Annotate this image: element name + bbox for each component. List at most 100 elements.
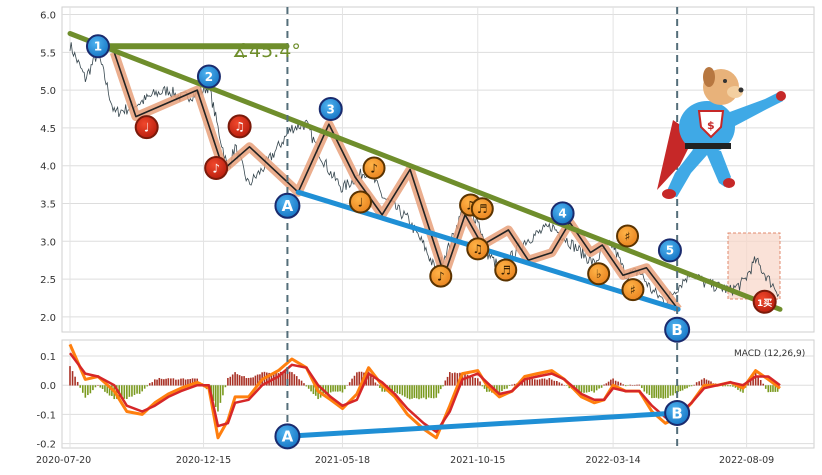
macd-hist-bar (126, 385, 128, 399)
macd-hist-bar (185, 380, 187, 386)
macd-hist-bar (430, 385, 432, 398)
macd-hist-bar (636, 385, 638, 386)
macd-hist-bar (484, 385, 486, 389)
macd-hist-bar (762, 384, 764, 386)
macd-hist-bar (173, 378, 175, 385)
macd-hist-bar (593, 385, 595, 392)
marker-price-1: 2 (198, 66, 220, 88)
highlight-rect (728, 233, 780, 299)
macd-hist-bar (77, 382, 79, 386)
macd-hist-bar (136, 385, 138, 393)
marker-label: 3 (327, 102, 335, 116)
macd-hist-bar (397, 385, 399, 393)
macd-hist-bar (92, 385, 94, 390)
macd-hist-bar (175, 380, 177, 386)
marker-label: ♩ (358, 195, 364, 209)
macd-hist-bar (504, 385, 506, 389)
macd-hist-bar (675, 385, 677, 393)
marker-label: 1 (94, 40, 102, 54)
marker-macd-0: A (275, 424, 299, 448)
macd-hist-bar (416, 385, 418, 398)
marker-price-13: ♪ (430, 266, 451, 287)
macd-hist-bar (696, 382, 698, 385)
marker-price-5: A (275, 194, 299, 218)
marker-label: ♩ (144, 120, 150, 134)
macd-hist-bar (411, 385, 413, 398)
macd-hist-bar (701, 380, 703, 386)
macd-hist-bar (649, 385, 651, 395)
macd-hist-bar (354, 376, 356, 386)
macd-hist-bar (330, 385, 332, 392)
macd-hist-bar (377, 384, 379, 385)
marker-label: 5 (666, 244, 674, 258)
macd-hist-bar (477, 378, 479, 385)
macd-hist-bar (617, 382, 619, 386)
macd-y-tick: 0.0 (40, 381, 56, 392)
x-tick-label: 2021-10-15 (450, 455, 505, 466)
macd-hist-bar (225, 385, 227, 387)
macd-y-tick: -0.1 (36, 410, 56, 421)
macd-hist-bar (342, 385, 344, 392)
macd-hist-bar (282, 373, 284, 385)
macd-hist-bar (349, 382, 351, 385)
price-y-tick: 3.5 (40, 200, 56, 211)
marker-label: ♬ (500, 263, 511, 277)
marker-price-0: 1 (87, 35, 109, 57)
macd-hist-bar (598, 385, 600, 388)
macd-hist-bar (284, 372, 286, 386)
macd-hist-bar (551, 380, 553, 386)
macd-hist-bar (425, 385, 427, 399)
macd-hist-bar (682, 385, 684, 390)
x-tick-label: 2020-07-20 (36, 455, 91, 466)
mascot-nose (739, 88, 744, 93)
macd-hist-bar (215, 385, 217, 407)
macd-hist-bar (409, 385, 411, 399)
macd-hist-bar (255, 376, 257, 386)
macd-hist-bar (404, 385, 406, 397)
macd-hist-bar (629, 385, 631, 386)
macd-hist-bar (227, 378, 229, 386)
macd-hist-bar (149, 383, 151, 385)
macd-hist-bar (372, 378, 374, 385)
macd-hist-bar (588, 385, 590, 392)
macd-hist-bar (421, 385, 423, 398)
macd-hist-bar (358, 372, 360, 386)
macd-hist-bar (356, 372, 358, 385)
macd-hist-bar (672, 385, 674, 395)
macd-hist-bar (444, 381, 446, 386)
macd-hist-bar (72, 371, 74, 385)
macd-hist-bar (407, 385, 409, 398)
macd-hist-bar (129, 385, 131, 397)
macd-hist-bar (97, 385, 99, 386)
macd-hist-bar (691, 385, 693, 386)
macd-hist-bar (680, 385, 682, 391)
macd-hist-bar (667, 385, 669, 398)
price-y-tick: 4.0 (40, 162, 56, 173)
macd-hist-bar (85, 385, 87, 397)
marker-price-11: ♪ (364, 157, 385, 178)
marker-label: B (671, 321, 682, 339)
macd-hist-bar (337, 385, 339, 391)
macd-hist-bar (601, 385, 603, 388)
macd-hist-bar (335, 385, 337, 391)
macd-hist-bar (291, 372, 293, 385)
macd-hist-bar (553, 381, 555, 386)
macd-hist-bar (418, 385, 420, 399)
macd-hist-bar (549, 378, 551, 385)
macd-hist-bar (134, 385, 136, 395)
macd-hist-bar (104, 385, 106, 392)
macd-hist-bar (556, 381, 558, 386)
macd-hist-bar (87, 385, 89, 395)
macd-hist-bar (339, 385, 341, 391)
macd-hist-bar (730, 385, 732, 386)
macd-hist-bar (248, 378, 250, 386)
macd-hist-bar (95, 385, 97, 387)
macd-hist-bar (544, 379, 546, 386)
macd-hist-bar (698, 381, 700, 385)
mascot-boot-left (662, 189, 676, 199)
macd-hist-bar (596, 385, 598, 390)
marker-price-17: ♬ (495, 260, 516, 281)
macd-hist-bar (423, 385, 425, 397)
mascot-ear (703, 67, 715, 87)
